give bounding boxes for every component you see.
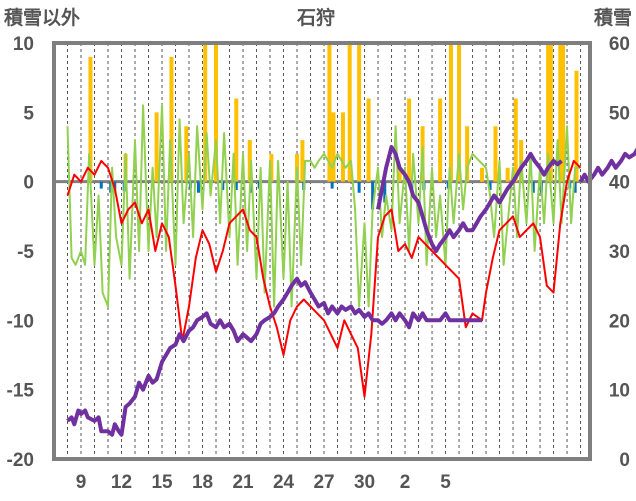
x-tick-label: 18 (192, 472, 213, 493)
x-tick-label: 27 (313, 472, 334, 493)
left-tick-labels: 10 5 0 -5 -10 -15 -20 (7, 34, 35, 471)
right-tick-label: 30 (609, 242, 630, 263)
series-line-snow_depth (66, 276, 482, 437)
right-axis-label: 積雪 (594, 6, 632, 29)
left-tick-label: -5 (17, 242, 34, 263)
right-tick-label: 20 (609, 311, 630, 332)
series-line-temperature (66, 159, 582, 398)
series-lines (66, 104, 636, 437)
left-axis-label: 積雪以外 (4, 6, 80, 29)
x-tick-label: 30 (354, 472, 375, 493)
x-tick-label: 24 (273, 472, 295, 493)
left-tick-label: 0 (23, 173, 34, 194)
right-tick-label: 10 (609, 381, 630, 402)
right-tick-labels: 60 50 40 30 20 10 0 (609, 34, 630, 471)
x-tick-label: 21 (232, 472, 254, 493)
chart-title: 石狩 (296, 6, 335, 29)
x-tick-label: 15 (151, 472, 173, 493)
right-tick-label: 50 (609, 103, 630, 124)
left-tick-label: 5 (23, 103, 34, 124)
x-tick-label: 12 (111, 472, 132, 493)
x-tick-label: 2 (400, 472, 411, 493)
series-line-humidity_like (66, 104, 581, 308)
left-tick-label: -15 (7, 381, 35, 402)
x-tick-labels: 9 12 15 18 21 24 27 30 2 5 (76, 472, 452, 493)
left-tick-label: 10 (13, 34, 34, 55)
series-line-snow_depth_b (376, 145, 563, 253)
left-tick-label: -20 (7, 450, 34, 471)
right-tick-label: 0 (619, 450, 630, 471)
series-line-snow_depth_c (578, 147, 636, 184)
x-tick-label: 9 (76, 472, 87, 493)
right-tick-label: 60 (609, 34, 630, 55)
right-tick-label: 40 (609, 173, 630, 194)
plot-frame (52, 41, 592, 461)
left-tick-label: -10 (7, 311, 34, 332)
x-tick-label: 5 (440, 472, 451, 493)
